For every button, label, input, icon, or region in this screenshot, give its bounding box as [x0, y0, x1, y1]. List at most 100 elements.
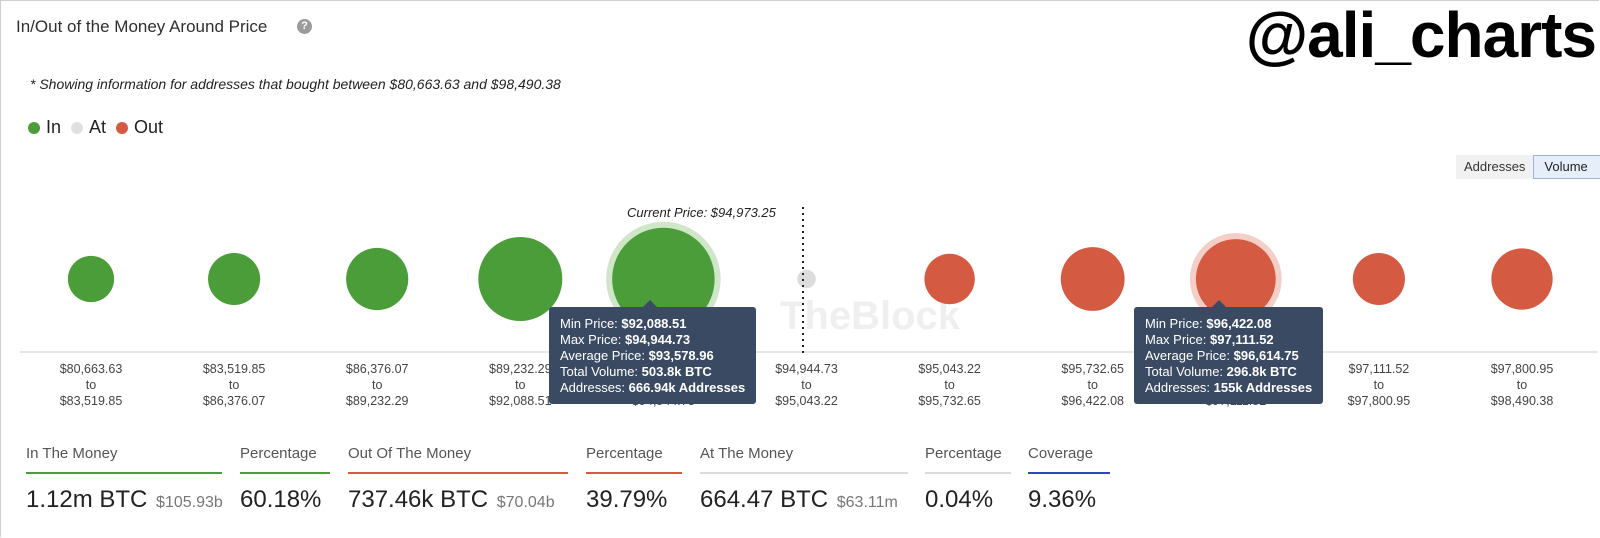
bubble-6[interactable] — [797, 269, 816, 289]
x-tick-label-10-3: $97,800.95 — [1348, 394, 1411, 408]
stat-out-of-the-money: Out Of The Money 737.46k BTC $70.04b — [348, 445, 568, 514]
x-tick-label-8-3: $96,422.08 — [1061, 394, 1124, 408]
x-tick-label-8-2: to — [1087, 378, 1097, 392]
stat-underline — [26, 472, 222, 474]
bubble-9[interactable] — [1195, 239, 1276, 319]
stat-value: 39.79% — [586, 486, 668, 513]
stat-value: 9.36% — [1028, 486, 1097, 513]
stat-label: Percentage — [240, 445, 317, 462]
chart-watermark: TheBlock — [780, 294, 961, 338]
stat-out-percentage: Percentage 39.79% — [586, 445, 682, 514]
x-tick-label-4-2: to — [515, 378, 525, 392]
x-tick-label-7-3: $95,732.65 — [918, 394, 981, 408]
stat-underline — [348, 472, 568, 474]
stat-in-percentage: Percentage 60.18% — [240, 445, 330, 514]
stat-underline — [586, 472, 682, 474]
stat-label: In The Money — [26, 445, 118, 462]
x-tick-label-1-3: $83,519.85 — [60, 394, 123, 408]
x-tick-label-6-3: $95,043.22 — [775, 394, 838, 408]
stat-label: Out Of The Money — [348, 445, 472, 462]
legend-dot-out — [116, 121, 129, 134]
x-tick-label-3-2: to — [372, 378, 382, 392]
bubble-4[interactable] — [478, 237, 563, 321]
stat-value: 0.04% — [925, 486, 994, 513]
current-price-label: Current Price: $94,973.25 — [627, 205, 776, 220]
watermark-text: TheBlock — [780, 294, 961, 338]
x-tick-label-7-1: $95,043.22 — [918, 362, 981, 376]
question-circle-icon[interactable]: ? — [297, 19, 312, 34]
chart-subtitle: * Showing information for addresses that… — [30, 76, 561, 92]
legend-item-at[interactable]: At — [71, 117, 106, 138]
page-title: In/Out of the Money Around Price — [16, 17, 268, 36]
tooltip-max-row: Max Price: $94,944.73 — [560, 332, 691, 347]
bubble-5[interactable] — [612, 227, 715, 331]
tooltip-min-row: Min Price: $92,088.51 — [560, 316, 687, 331]
tooltip-min-row: Min Price: $96,422.08 — [1145, 316, 1272, 331]
x-tick-label-1-1: $80,663.63 — [60, 362, 123, 376]
tooltip-avg-row: Average Price: $93,578.96 — [560, 348, 714, 363]
stat-label: Percentage — [925, 445, 1002, 462]
toggle-addresses-button[interactable]: Addresses — [1456, 155, 1534, 179]
stat-underline — [240, 472, 330, 474]
tooltip-vol-row: Total Volume: 296.8k BTC — [1145, 364, 1297, 379]
x-tick-label-10-2: to — [1374, 378, 1384, 392]
x-tick-label-6-1: $94,944.73 — [775, 362, 838, 376]
bubble-10[interactable] — [1352, 252, 1405, 306]
legend-label-in: In — [46, 117, 62, 137]
stat-underline — [1028, 472, 1110, 474]
stat-value: 737.46k BTC $70.04b — [348, 486, 555, 513]
bubble-1[interactable] — [67, 255, 115, 303]
legend-label-at: At — [89, 117, 107, 137]
legend-item-out[interactable]: Out — [116, 117, 163, 138]
x-tick-label-2-1: $83,519.85 — [203, 362, 266, 376]
bubble-chart: TheBlock $80,663.63 to $83,519.85 $83,519.8… — [20, 207, 1598, 408]
x-tick-label-11-1: $97,800.95 — [1491, 362, 1554, 376]
metric-toggle: Addresses Volume — [1456, 155, 1600, 179]
x-tick-label-10-1: $97,111.52 — [1349, 362, 1410, 376]
tooltip-arrow — [1212, 300, 1226, 307]
stat-value: 664.47 BTC $63.11m — [700, 486, 898, 513]
tooltip-avg-row: Average Price: $96,614.75 — [1145, 348, 1299, 363]
stat-underline — [925, 472, 1011, 474]
chart-legend: In At Out — [28, 117, 173, 138]
bubble-8[interactable] — [1060, 247, 1125, 311]
x-tick-label-2-2: to — [229, 378, 239, 392]
x-tick-label-4-3: $92,088.51 — [489, 394, 552, 408]
stat-value: 1.12m BTC $105.93b — [26, 486, 223, 513]
tooltip-addr-row: Addresses: 155k Addresses — [1145, 380, 1313, 395]
bubble-7[interactable] — [924, 253, 975, 305]
x-tick-label-7-2: to — [944, 378, 954, 392]
brand-watermark: @ali_charts — [1245, 0, 1597, 71]
stat-at-percentage: Percentage 0.04% — [925, 445, 1011, 514]
legend-dot-at — [71, 121, 84, 134]
tooltip-arrow — [643, 300, 657, 307]
bubble-2[interactable] — [208, 252, 261, 306]
summary-stats: In The Money 1.12m BTC $105.93b Percenta… — [0, 445, 1600, 535]
x-tick-label-8-1: $95,732.65 — [1061, 362, 1124, 376]
stat-underline — [700, 472, 908, 474]
x-tick-label-2-3: $86,376.07 — [203, 394, 266, 408]
toggle-volume-button[interactable]: Volume — [1533, 155, 1600, 179]
x-axis-labels: $80,663.63 to $83,519.85 $83,519.85 to $86,37… — [60, 362, 1554, 408]
stat-label: Percentage — [586, 445, 663, 462]
bubble-11[interactable] — [1491, 248, 1553, 310]
tooltip-addr-row: Addresses: 666.94k Addresses — [560, 380, 746, 395]
legend-dot-in — [28, 121, 40, 134]
x-tick-label-11-3: $98,490.38 — [1491, 394, 1554, 408]
stat-at-the-money: At The Money 664.47 BTC $63.11m — [700, 445, 908, 514]
x-tick-label-4-1: $89,232.29 — [489, 362, 552, 376]
stat-in-the-money: In The Money 1.12m BTC $105.93b — [26, 445, 223, 514]
tooltip-bucket-5: Min Price: $92,088.51 Max Price: $94,944… — [549, 300, 757, 404]
x-tick-label-3-1: $86,376.07 — [346, 362, 409, 376]
bubble-3[interactable] — [346, 247, 409, 311]
legend-item-in[interactable]: In — [28, 117, 61, 138]
tooltip-vol-row: Total Volume: 503.8k BTC — [560, 364, 712, 379]
stat-value: 60.18% — [240, 486, 322, 513]
stat-coverage: Coverage 9.36% — [1028, 445, 1110, 514]
x-tick-label-11-2: to — [1517, 378, 1527, 392]
x-tick-label-1-2: to — [86, 378, 96, 392]
tooltip-bucket-9: Min Price: $96,422.08 Max Price: $97,111… — [1134, 300, 1324, 404]
stat-label: At The Money — [700, 445, 794, 462]
stat-label: Coverage — [1028, 445, 1094, 462]
